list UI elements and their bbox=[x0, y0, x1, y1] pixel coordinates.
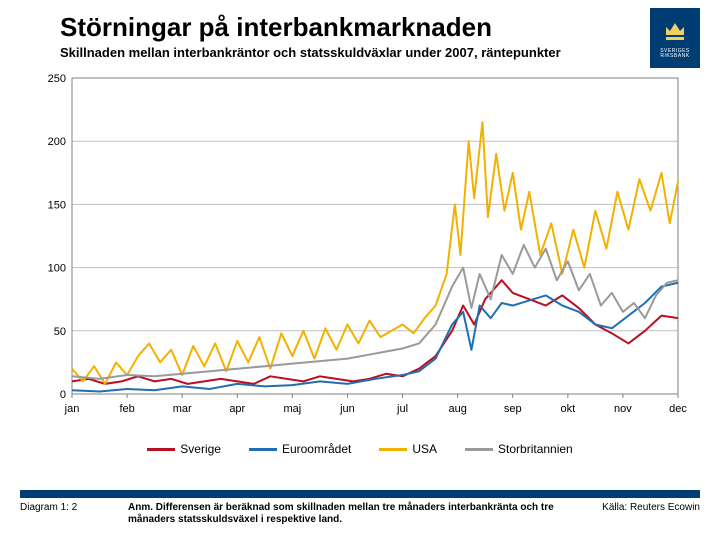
riksbank-logo: SVERIGESRIKSBANK bbox=[650, 8, 700, 68]
footer-source: Källa: Reuters Ecowin bbox=[570, 502, 700, 513]
svg-text:nov: nov bbox=[614, 403, 632, 415]
svg-text:mar: mar bbox=[173, 403, 192, 415]
svg-text:100: 100 bbox=[48, 263, 66, 275]
legend-item: Sverige bbox=[147, 442, 221, 456]
legend-item: Euroområdet bbox=[249, 442, 351, 456]
footer-note: Anm. Differensen är beräknad som skillna… bbox=[120, 502, 570, 526]
title-block: Störningar på interbankmarknaden Skillna… bbox=[60, 8, 640, 62]
legend-label: USA bbox=[412, 442, 437, 456]
svg-text:sep: sep bbox=[504, 403, 522, 415]
svg-text:200: 200 bbox=[48, 136, 66, 148]
svg-text:jun: jun bbox=[339, 403, 355, 415]
svg-text:apr: apr bbox=[229, 403, 245, 415]
page-title: Störningar på interbankmarknaden bbox=[60, 12, 640, 43]
logo-text: SVERIGESRIKSBANK bbox=[660, 49, 690, 60]
svg-text:0: 0 bbox=[60, 389, 66, 401]
svg-text:jul: jul bbox=[396, 403, 408, 415]
svg-text:150: 150 bbox=[48, 199, 66, 211]
svg-text:maj: maj bbox=[283, 403, 301, 415]
line-chart: 0 50 100 150 200 250 jan feb mar apr maj jun jul aug s… bbox=[30, 70, 690, 440]
legend-swatch bbox=[147, 448, 175, 451]
svg-text:feb: feb bbox=[119, 403, 134, 415]
crown-icon bbox=[662, 17, 688, 47]
svg-text:250: 250 bbox=[48, 73, 66, 85]
header: Störningar på interbankmarknaden Skillna… bbox=[0, 0, 720, 68]
svg-text:aug: aug bbox=[448, 403, 466, 415]
legend-item: Storbritannien bbox=[465, 442, 573, 456]
legend-swatch bbox=[465, 448, 493, 451]
page-subtitle: Skillnaden mellan interbankräntor och st… bbox=[60, 45, 640, 62]
legend-swatch bbox=[249, 448, 277, 451]
legend-label: Storbritannien bbox=[498, 442, 573, 456]
svg-text:50: 50 bbox=[54, 326, 66, 338]
footer: Diagram 1: 2 Anm. Differensen är beräkna… bbox=[0, 490, 720, 526]
chart-legend: Sverige Euroområdet USA Storbritannien bbox=[0, 442, 720, 456]
legend-item: USA bbox=[379, 442, 437, 456]
legend-label: Sverige bbox=[180, 442, 221, 456]
legend-swatch bbox=[379, 448, 407, 451]
svg-text:jan: jan bbox=[64, 403, 80, 415]
footer-bar bbox=[20, 490, 700, 498]
diagram-id: Diagram 1: 2 bbox=[20, 502, 120, 513]
svg-text:dec: dec bbox=[669, 403, 687, 415]
svg-text:okt: okt bbox=[560, 403, 575, 415]
legend-label: Euroområdet bbox=[282, 442, 351, 456]
